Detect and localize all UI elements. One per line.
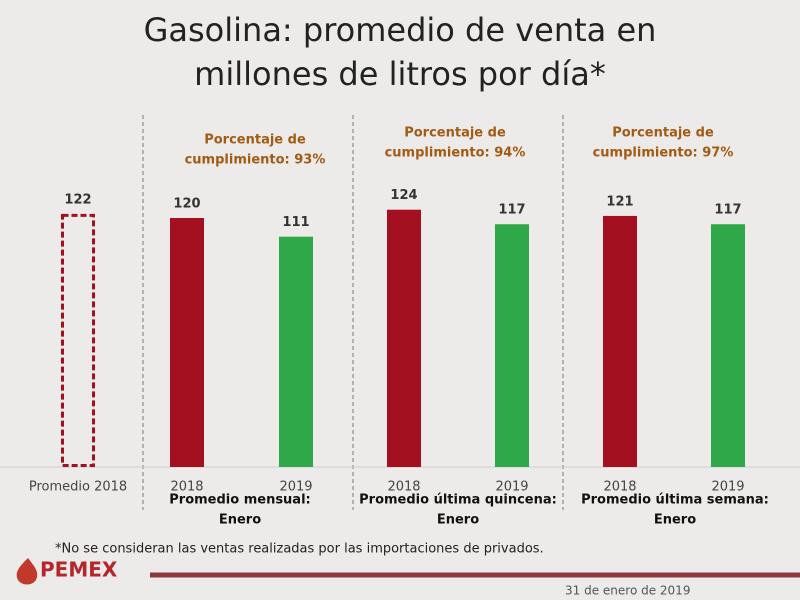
bar [603, 215, 637, 467]
value-label: 122 [64, 192, 91, 207]
chart-title: Gasolina: promedio de venta en [144, 11, 657, 49]
annotation: cumplimiento: 93% [185, 153, 326, 168]
date: 31 de enero de 2019 [565, 584, 690, 598]
x-tick-label: 2018 [387, 480, 420, 495]
x-tick-label: 2018 [603, 480, 636, 495]
annotation: Porcentaje de [204, 133, 306, 148]
bar [170, 218, 204, 467]
group-label: Promedio última quincena: [359, 493, 557, 508]
value-label: 117 [498, 203, 525, 218]
group-label: Promedio última semana: [581, 493, 769, 508]
bar [495, 224, 529, 467]
x-tick-label: 2019 [711, 480, 744, 495]
bar [279, 236, 313, 467]
group-label: Promedio mensual: [169, 493, 311, 508]
logo-icon [16, 558, 38, 585]
footnote: *No se consideran las ventas realizadas … [55, 542, 544, 557]
value-label: 111 [282, 215, 309, 230]
annotation: Porcentaje de [404, 126, 506, 141]
x-tick-label: Promedio 2018 [29, 480, 127, 495]
x-tick-label: 2019 [279, 480, 312, 495]
value-label: 124 [390, 188, 417, 203]
annotation: cumplimiento: 94% [385, 146, 526, 161]
value-label: 117 [714, 203, 741, 218]
group-label: Enero [437, 513, 479, 528]
x-tick-label: 2019 [495, 480, 528, 495]
logo: PEMEX [40, 558, 118, 582]
bar [387, 209, 421, 467]
annotation: Porcentaje de [612, 126, 714, 141]
group-label: Enero [219, 513, 261, 528]
chart-title: millones de litros por día* [194, 55, 606, 93]
x-tick-label: 2018 [170, 480, 203, 495]
value-label: 121 [606, 194, 633, 209]
group-label: Enero [654, 513, 696, 528]
bar [61, 213, 95, 467]
annotation: cumplimiento: 97% [593, 146, 734, 161]
value-label: 120 [173, 197, 200, 212]
bar [711, 224, 745, 467]
